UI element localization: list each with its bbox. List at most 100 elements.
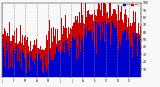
Bar xyxy=(119,20,120,77)
Bar xyxy=(129,26,130,77)
Legend: Low, High: Low, High xyxy=(123,4,140,6)
Bar xyxy=(84,35,85,77)
Bar xyxy=(71,29,72,77)
Bar xyxy=(54,36,55,77)
Bar xyxy=(138,23,139,77)
Bar xyxy=(115,10,116,77)
Bar xyxy=(78,58,79,77)
Bar xyxy=(30,57,31,77)
Bar xyxy=(105,21,106,77)
Bar xyxy=(52,42,53,77)
Bar xyxy=(29,51,30,77)
Bar xyxy=(67,38,68,77)
Bar xyxy=(91,15,92,77)
Bar xyxy=(38,53,39,77)
Bar xyxy=(87,26,88,77)
Bar xyxy=(111,35,112,77)
Bar xyxy=(122,20,123,77)
Bar xyxy=(19,62,20,77)
Bar xyxy=(26,40,27,77)
Bar xyxy=(136,33,137,77)
Bar xyxy=(42,27,43,77)
Bar xyxy=(42,73,43,77)
Bar xyxy=(24,58,25,77)
Bar xyxy=(112,14,113,77)
Bar xyxy=(94,10,95,77)
Bar xyxy=(33,59,34,77)
Bar xyxy=(60,54,61,77)
Bar xyxy=(117,21,118,77)
Bar xyxy=(109,23,110,77)
Bar xyxy=(35,59,36,77)
Bar xyxy=(134,22,135,77)
Bar xyxy=(125,9,126,77)
Bar xyxy=(107,12,108,77)
Bar xyxy=(132,58,133,77)
Bar xyxy=(11,41,12,77)
Bar xyxy=(77,16,78,77)
Bar xyxy=(25,35,26,77)
Bar xyxy=(82,15,83,77)
Bar xyxy=(93,21,94,77)
Bar xyxy=(61,36,62,77)
Bar xyxy=(27,54,28,77)
Bar xyxy=(96,54,97,77)
Bar xyxy=(130,23,131,77)
Bar xyxy=(5,31,6,77)
Bar xyxy=(108,23,109,77)
Bar xyxy=(136,34,137,77)
Bar xyxy=(66,40,67,77)
Bar xyxy=(74,40,75,77)
Bar xyxy=(123,41,124,77)
Bar xyxy=(69,56,70,77)
Bar xyxy=(104,3,105,77)
Bar xyxy=(104,42,105,77)
Bar xyxy=(6,36,7,77)
Bar xyxy=(114,28,115,77)
Bar xyxy=(33,45,34,77)
Bar xyxy=(41,50,42,77)
Bar xyxy=(10,41,11,77)
Bar xyxy=(98,3,99,77)
Bar xyxy=(32,61,33,77)
Bar xyxy=(97,22,98,77)
Bar xyxy=(103,3,104,77)
Bar xyxy=(12,68,13,77)
Bar xyxy=(122,31,123,77)
Bar xyxy=(40,60,41,77)
Bar xyxy=(39,52,40,77)
Bar xyxy=(13,36,14,77)
Bar xyxy=(89,14,90,77)
Bar xyxy=(7,17,8,77)
Bar xyxy=(88,15,89,77)
Bar xyxy=(81,3,82,77)
Bar xyxy=(90,29,91,77)
Bar xyxy=(52,60,53,77)
Bar xyxy=(123,23,124,77)
Bar xyxy=(32,49,33,77)
Bar xyxy=(79,12,80,77)
Bar xyxy=(45,48,46,77)
Bar xyxy=(71,41,72,77)
Bar xyxy=(82,38,83,77)
Bar xyxy=(14,31,15,77)
Bar xyxy=(25,59,26,77)
Bar xyxy=(112,21,113,77)
Bar xyxy=(68,49,69,77)
Bar xyxy=(31,73,32,77)
Bar xyxy=(110,45,111,77)
Bar xyxy=(73,38,74,77)
Bar xyxy=(102,16,103,77)
Bar xyxy=(78,23,79,77)
Bar xyxy=(63,26,64,77)
Bar xyxy=(3,34,4,77)
Bar xyxy=(70,28,71,77)
Bar xyxy=(21,43,22,77)
Bar xyxy=(113,9,114,77)
Bar xyxy=(9,43,10,77)
Bar xyxy=(3,47,4,77)
Bar xyxy=(94,46,95,77)
Bar xyxy=(53,73,54,77)
Bar xyxy=(43,50,44,77)
Bar xyxy=(22,50,23,77)
